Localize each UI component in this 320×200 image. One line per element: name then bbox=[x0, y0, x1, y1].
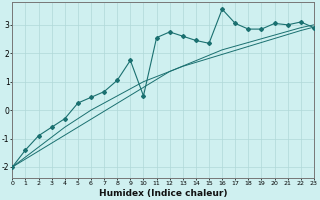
X-axis label: Humidex (Indice chaleur): Humidex (Indice chaleur) bbox=[99, 189, 228, 198]
